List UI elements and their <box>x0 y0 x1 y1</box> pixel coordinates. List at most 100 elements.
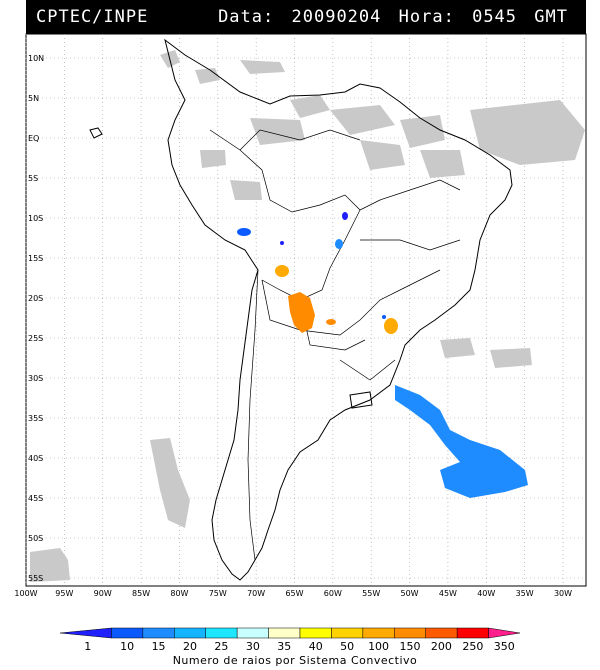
colorbar-tick-label: 30 <box>246 640 260 653</box>
datetime-label: Data: 20090204 Hora: 0545 GMT <box>212 7 568 27</box>
lon-tick-label: 65W <box>285 589 303 598</box>
cloud-patch <box>200 150 226 168</box>
cloud-patch <box>490 348 532 368</box>
cloud-patch <box>240 60 285 74</box>
colorbar-tick-label: 20 <box>183 640 197 653</box>
colorbar-swatch <box>299 627 332 639</box>
colorbar-labels: 1 10 15 20 25 30 35 40 50 100 150 200 250 350 <box>84 640 515 653</box>
lagoon-outline <box>349 391 373 409</box>
colorbar-swatch <box>362 627 395 639</box>
cloud-patch <box>150 438 190 528</box>
colorbar-swatch <box>111 627 144 639</box>
cloud-patch <box>230 180 262 200</box>
cloud-patch <box>330 105 395 135</box>
cloud-patch <box>470 100 585 165</box>
lat-tick-label: 10N <box>28 54 44 63</box>
country-borders <box>209 129 461 561</box>
border-line <box>239 129 361 151</box>
colorbar-swatch <box>59 627 112 639</box>
lon-tick-label: 75W <box>209 589 227 598</box>
hour-value: 0545 <box>472 7 518 27</box>
lon-tick-label: 70W <box>247 589 265 598</box>
lat-tick-label: 5N <box>28 94 39 103</box>
cloud-patch <box>440 338 475 358</box>
border-line <box>339 359 396 381</box>
colorbar <box>59 627 521 639</box>
border-line <box>247 269 259 561</box>
colorbar-swatch <box>268 627 301 639</box>
hour-label: Hora: <box>398 7 455 27</box>
lon-tick-label: 60W <box>324 589 342 598</box>
border-line <box>360 239 461 251</box>
lightning-system-orange <box>384 318 398 334</box>
colorbar-caption: Numero de raios por Sistema Convectivo <box>173 654 418 667</box>
colorbar-tick-label: 250 <box>462 640 483 653</box>
cloud-patch <box>420 150 465 178</box>
lon-tick-label: 30W <box>554 589 572 598</box>
colorbar-tick-label: 10 <box>120 640 134 653</box>
colorbar-tick-label: 350 <box>494 640 515 653</box>
lon-tick-label: 90W <box>94 589 112 598</box>
cloud-patch <box>290 95 330 118</box>
lat-tick-label: 20S <box>28 294 43 303</box>
lightning-system-blue-small <box>382 315 386 319</box>
lon-tick-label: 100W <box>14 589 37 598</box>
lightning-system-blue-small <box>280 241 284 245</box>
south-america-outline <box>164 38 513 581</box>
lat-tick-label: 5S <box>28 174 38 183</box>
border-line <box>359 179 461 211</box>
lightning-system-blue-small <box>335 239 343 249</box>
colorbar-tick-label: 200 <box>431 640 452 653</box>
lon-tick-label: 85W <box>132 589 150 598</box>
lat-tick-label: 10S <box>28 214 43 223</box>
cloud-patch <box>30 548 70 582</box>
colorbar-swatch <box>456 627 489 639</box>
colorbar-swatch <box>236 627 269 639</box>
colorbar-swatch <box>488 627 521 639</box>
colorbar-tick-label: 35 <box>277 640 291 653</box>
colorbar-tick-label: 50 <box>340 640 354 653</box>
date-label: Data: <box>218 7 275 27</box>
lon-tick-label: 80W <box>170 589 188 598</box>
colorbar-tick-label: 40 <box>309 640 323 653</box>
lon-tick-label: 55W <box>362 589 380 598</box>
cloud-patch <box>195 68 220 84</box>
colorbar-swatch <box>205 627 238 639</box>
coastline <box>89 38 513 581</box>
source-label: CPTEC/INPE <box>36 7 149 27</box>
lon-tick-label: 35W <box>516 589 534 598</box>
lon-tick-label: 40W <box>477 589 495 598</box>
cloud-patch <box>360 140 405 170</box>
lon-tick-label: 95W <box>55 589 73 598</box>
colorbar-swatch <box>142 627 175 639</box>
lightning-system-orange-large <box>288 292 315 333</box>
lat-tick-label: 35S <box>28 414 43 423</box>
lat-tick-label: 25S <box>28 334 43 343</box>
galapagos-outline <box>89 127 103 139</box>
lightning-system-blue-large <box>395 385 528 498</box>
longitude-ticks: 100W 95W 90W 85W 80W 75W 70W 65W 60W 55W 50W 45W 40W… <box>14 589 572 598</box>
colorbar-swatch <box>174 627 206 639</box>
title-bar: CPTEC/INPE Data: 20090204 Hora: 0545 GMT <box>26 0 586 34</box>
cloud-patch <box>400 115 445 148</box>
lat-tick-label: EQ <box>28 134 39 143</box>
lightning-system-blue-small <box>237 228 251 236</box>
lon-tick-label: 45W <box>439 589 457 598</box>
colorbar-tick-label: 150 <box>400 640 421 653</box>
cloud-cover <box>30 50 585 582</box>
colorbar-swatch <box>331 627 364 639</box>
colorbar-swatch <box>425 627 458 639</box>
colorbar-tick-label: 1 <box>84 640 91 653</box>
latitude-ticks: 10N 5N EQ 5S 10S 15S 20S 25S 30S 35S 40S 45S 50S 55S <box>28 54 44 583</box>
convective-systems <box>237 212 528 498</box>
colorbar-tick-label: 100 <box>368 640 389 653</box>
colorbar-swatch <box>394 627 426 639</box>
lightning-system-orange <box>275 265 289 277</box>
lightning-system-blue-small <box>342 212 348 220</box>
lat-tick-label: 50S <box>28 534 43 543</box>
colorbar-tick-label: 15 <box>152 640 166 653</box>
colorbar-tick-label: 25 <box>214 640 228 653</box>
lat-tick-label: 30S <box>28 374 43 383</box>
date-value: 20090204 <box>291 7 382 27</box>
